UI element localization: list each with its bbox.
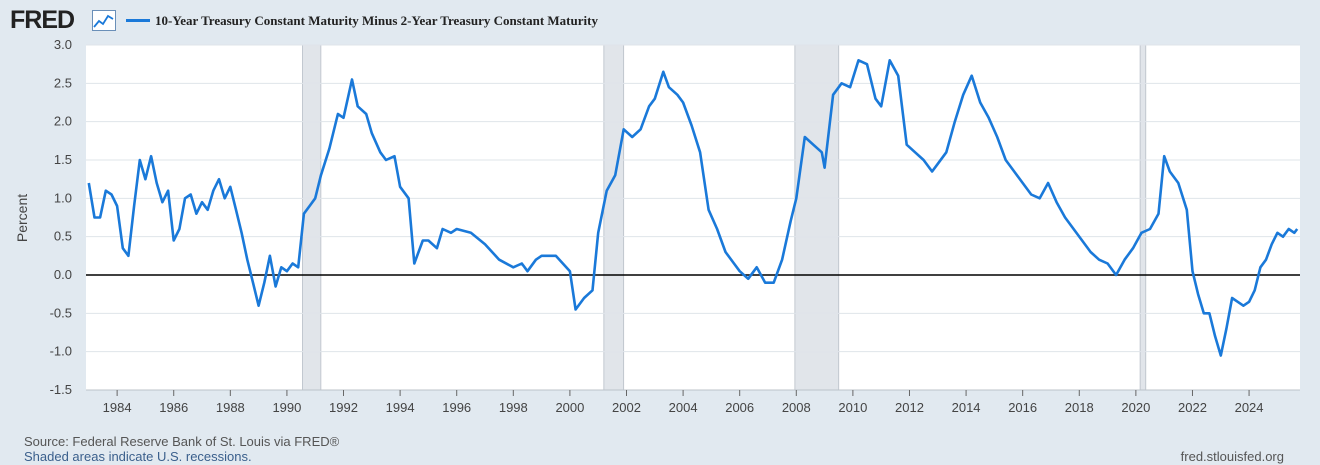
y-tick-label: 0.0 <box>54 267 72 282</box>
recession-bands <box>302 44 1147 391</box>
legend-swatch <box>126 19 150 22</box>
y-axis-label: Percent <box>14 194 30 242</box>
y-tick-label: 2.5 <box>54 75 72 90</box>
x-tick-label: 1998 <box>499 400 528 415</box>
source-note: Source: Federal Reserve Bank of St. Loui… <box>24 434 340 449</box>
y-tick-label: 1.5 <box>54 152 72 167</box>
x-tick-label: 2022 <box>1178 400 1207 415</box>
x-tick-label: 1990 <box>272 400 301 415</box>
x-tick-label: 1984 <box>103 400 132 415</box>
x-tick-label: 1992 <box>329 400 358 415</box>
x-tick-label: 2006 <box>725 400 754 415</box>
recession-band <box>302 44 322 391</box>
x-tick-label: 2020 <box>1121 400 1150 415</box>
y-tick-label: -0.5 <box>50 305 72 320</box>
y-tick-label: -1.5 <box>50 382 72 397</box>
x-tick-label: 2004 <box>669 400 698 415</box>
series-line[interactable] <box>87 59 1299 357</box>
x-tick-label: 2012 <box>895 400 924 415</box>
x-tick-label: 2000 <box>555 400 584 415</box>
x-tick-label: 1996 <box>442 400 471 415</box>
y-axis-ticks: 3.0 2.5 2.0 1.5 1.0 0.5 0.0 -0.5 -1.0 -1.5 <box>50 37 72 397</box>
x-tick-label: 1986 <box>159 400 188 415</box>
plot-area <box>86 45 1300 390</box>
recession-band <box>603 44 625 391</box>
x-tick-label: 1994 <box>386 400 415 415</box>
y-tick-label: 2.0 <box>54 114 72 129</box>
x-axis-ticks: 1984 1986 1988 1990 1992 1994 1996 1998 2000 2002… <box>86 389 1300 415</box>
line-chart: 3.02.52.01.51.00.50.0-0.5-1.0-1.5 1984 19… <box>14 37 1300 415</box>
x-tick-label: 2024 <box>1235 400 1264 415</box>
line-chart-icon <box>92 10 116 31</box>
chart-header: FRED 10-Year Treasury Constant Maturity … <box>0 0 1320 40</box>
y-tick-label: 1.0 <box>54 190 72 205</box>
fred-logo[interactable]: FRED <box>10 6 75 34</box>
recession-band <box>1139 44 1147 391</box>
legend-label[interactable]: 10-Year Treasury Constant Maturity Minus… <box>155 13 598 28</box>
x-tick-label: 2018 <box>1065 400 1094 415</box>
x-tick-label: 2014 <box>952 400 981 415</box>
x-tick-label: 2010 <box>838 400 867 415</box>
x-tick-label: 2002 <box>612 400 641 415</box>
recession-note[interactable]: Shaded areas indicate U.S. recessions. <box>24 449 252 464</box>
x-tick-label: 2008 <box>782 400 811 415</box>
x-tick-label: 2016 <box>1008 400 1037 415</box>
site-url[interactable]: fred.stlouisfed.org <box>1180 449 1284 464</box>
y-tick-label: 0.5 <box>54 229 72 244</box>
y-tick-label: 3.0 <box>54 37 72 52</box>
y-tick-label: -1.0 <box>50 344 72 359</box>
x-tick-label: 1988 <box>216 400 245 415</box>
